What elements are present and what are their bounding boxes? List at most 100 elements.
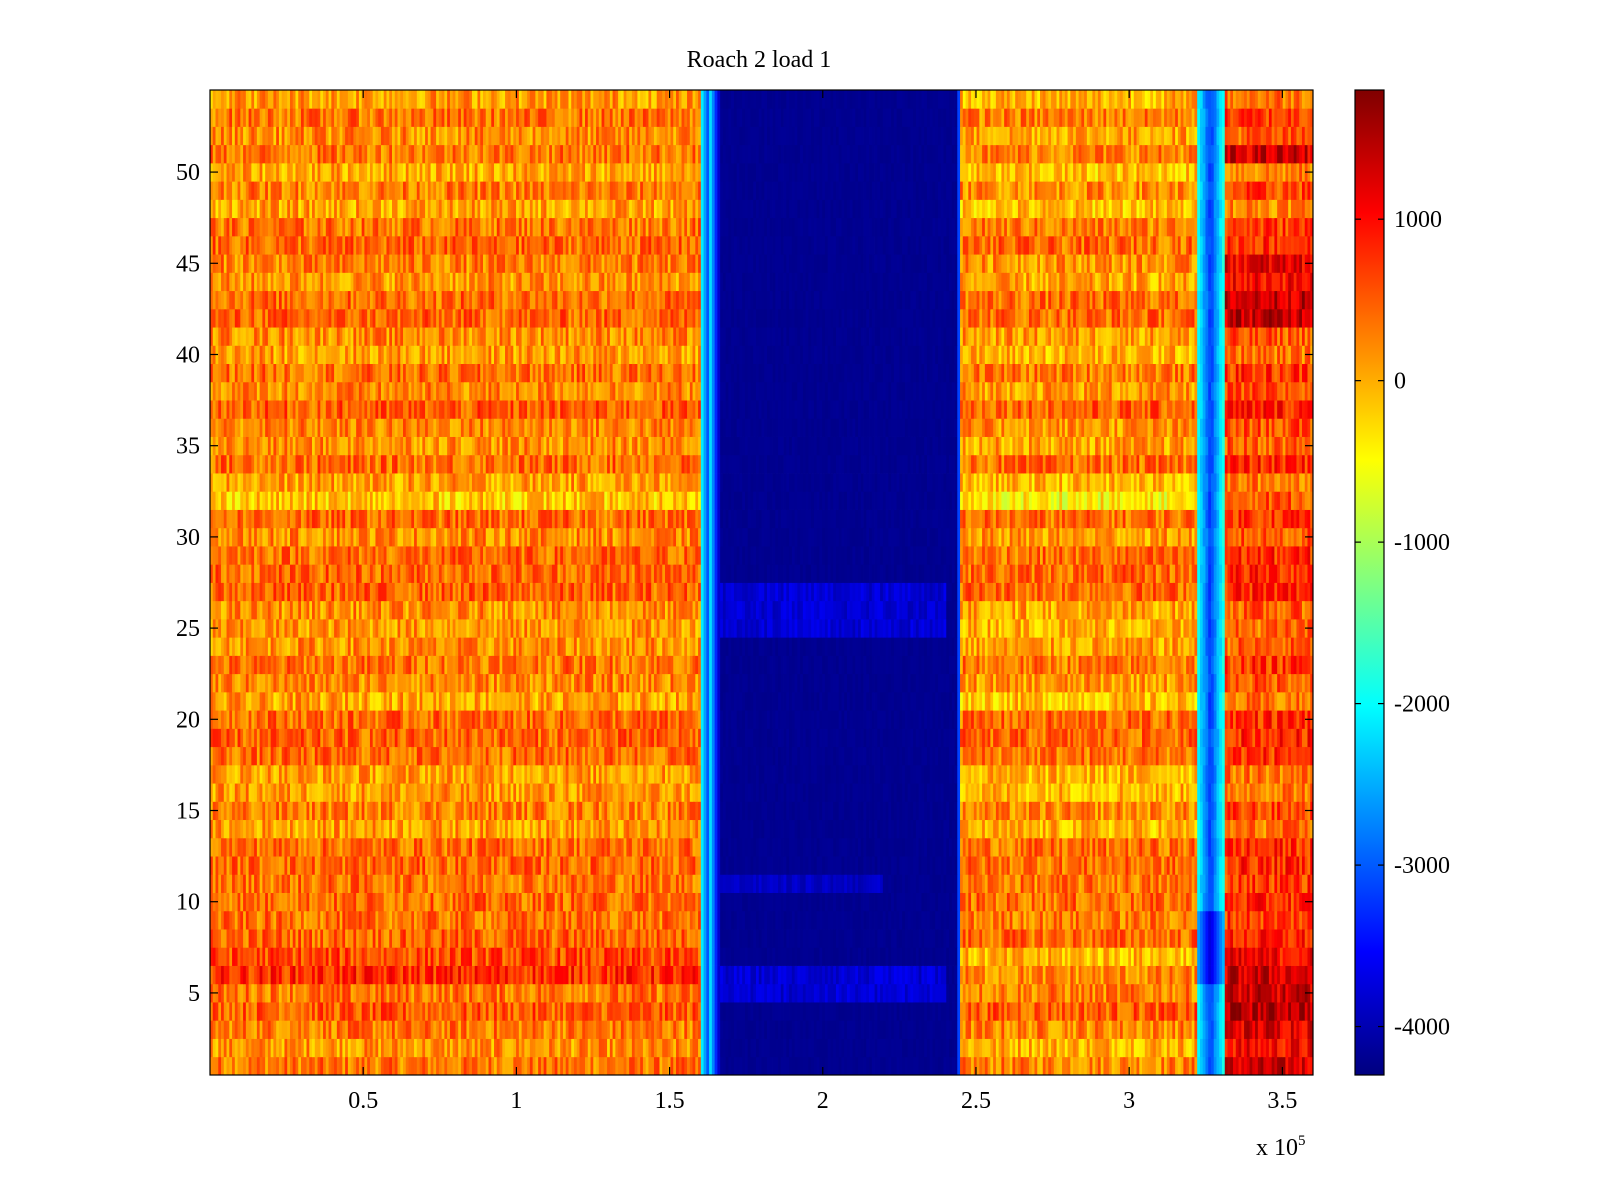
heatmap-cell xyxy=(1108,874,1113,893)
heatmap-cell xyxy=(303,983,307,1003)
heatmap-cell xyxy=(714,837,718,857)
heatmap-cell xyxy=(336,1002,341,1021)
heatmap-cell xyxy=(896,929,900,948)
heatmap-cell xyxy=(1023,837,1027,857)
heatmap-cell xyxy=(1241,983,1245,1003)
heatmap-cell xyxy=(543,837,547,857)
heatmap-cell xyxy=(645,1038,649,1058)
heatmap-cell xyxy=(1037,1020,1041,1039)
heatmap-cell xyxy=(802,1056,809,1076)
heatmap-cell xyxy=(1095,1038,1099,1058)
heatmap-cell xyxy=(753,1056,757,1076)
heatmap-cell xyxy=(485,929,489,948)
heatmap-cell xyxy=(973,1038,977,1058)
heatmap-cell xyxy=(648,892,652,912)
heatmap-cell xyxy=(554,874,558,893)
heatmap-cell xyxy=(604,892,608,912)
heatmap-cell xyxy=(471,837,476,857)
heatmap-cell xyxy=(593,1020,597,1039)
heatmap-cell xyxy=(904,874,909,893)
heatmap-cell xyxy=(695,1056,699,1076)
heatmap-cell xyxy=(474,892,478,912)
heatmap-cell xyxy=(1117,947,1121,966)
heatmap-cell xyxy=(797,947,801,966)
heatmap-cell xyxy=(557,837,561,857)
heatmap-cell xyxy=(700,1002,704,1021)
heatmap-cell xyxy=(323,874,327,893)
heatmap-cell xyxy=(1208,874,1212,893)
heatmap-cell xyxy=(237,1038,241,1058)
heatmap-cell xyxy=(270,874,274,893)
heatmap-cell xyxy=(858,892,862,912)
heatmap-cell xyxy=(524,1020,528,1039)
heatmap-cell xyxy=(747,929,751,948)
heatmap-cell xyxy=(345,856,349,875)
heatmap-cell xyxy=(695,892,699,912)
heatmap-cell xyxy=(221,874,225,893)
heatmap-cell xyxy=(1216,892,1220,912)
heatmap-cell xyxy=(590,874,594,893)
heatmap-cell xyxy=(813,965,818,985)
heatmap-cell xyxy=(609,929,613,948)
heatmap-cell xyxy=(458,1056,462,1076)
heatmap-cell xyxy=(609,947,613,966)
heatmap-cell xyxy=(877,947,881,966)
heatmap-cell xyxy=(612,1038,616,1058)
heatmap-cell xyxy=(298,947,302,966)
heatmap-cell xyxy=(700,874,704,893)
heatmap-cell xyxy=(637,983,641,1003)
heatmap-cell xyxy=(808,910,812,930)
heatmap-cell xyxy=(543,910,547,930)
heatmap-cell xyxy=(229,837,233,857)
heatmap-cell xyxy=(1004,856,1008,875)
heatmap-cell xyxy=(494,874,498,893)
heatmap-cell xyxy=(460,1002,465,1021)
heatmap-cell xyxy=(1092,1056,1096,1076)
heatmap-cell xyxy=(863,892,867,912)
heatmap-cell xyxy=(893,1020,898,1039)
heatmap-cell xyxy=(1213,983,1217,1003)
heatmap-cell xyxy=(1017,1020,1022,1039)
heatmap-cell xyxy=(477,892,481,912)
heatmap-cell xyxy=(452,892,456,912)
heatmap-cell xyxy=(356,929,360,948)
heatmap-cell xyxy=(325,1020,329,1039)
heatmap-cell xyxy=(924,837,928,857)
heatmap-cell xyxy=(301,1002,305,1021)
heatmap-cell xyxy=(1042,1020,1046,1039)
heatmap-cell xyxy=(1031,929,1035,948)
heatmap-cell xyxy=(314,929,318,948)
heatmap-cell xyxy=(1034,965,1038,985)
heatmap-cell xyxy=(1158,1020,1162,1039)
heatmap-cell xyxy=(458,1020,462,1039)
heatmap-cell xyxy=(278,837,283,857)
heatmap-cell xyxy=(1296,983,1300,1003)
heatmap-cell xyxy=(943,965,947,985)
heatmap-cell xyxy=(943,910,947,930)
heatmap-cell xyxy=(618,1002,622,1021)
heatmap-cell xyxy=(976,929,980,948)
heatmap-cell xyxy=(880,1002,884,1021)
heatmap-cell xyxy=(800,837,804,857)
heatmap-cell xyxy=(761,1020,765,1039)
heatmap-cell xyxy=(1001,1002,1005,1021)
heatmap-cell xyxy=(645,929,649,948)
heatmap-cell xyxy=(664,1002,669,1021)
heatmap-cell xyxy=(1017,910,1022,930)
heatmap-cell xyxy=(422,856,426,875)
heatmap-cell xyxy=(995,1002,1000,1021)
heatmap-cell xyxy=(717,1002,721,1021)
heatmap-cell xyxy=(637,947,641,966)
heatmap-cell xyxy=(979,1002,983,1021)
heatmap-cell xyxy=(681,929,685,948)
heatmap-cell xyxy=(1084,983,1088,1003)
heatmap-cell xyxy=(463,1056,467,1076)
heatmap-cell xyxy=(314,1020,318,1039)
heatmap-cell xyxy=(780,965,784,985)
heatmap-cell xyxy=(1031,947,1035,966)
heatmap-cell xyxy=(880,947,886,966)
heatmap-cell xyxy=(460,910,465,930)
heatmap-cell xyxy=(380,856,385,875)
heatmap-cell xyxy=(532,1038,536,1058)
heatmap-cell xyxy=(455,1002,459,1021)
